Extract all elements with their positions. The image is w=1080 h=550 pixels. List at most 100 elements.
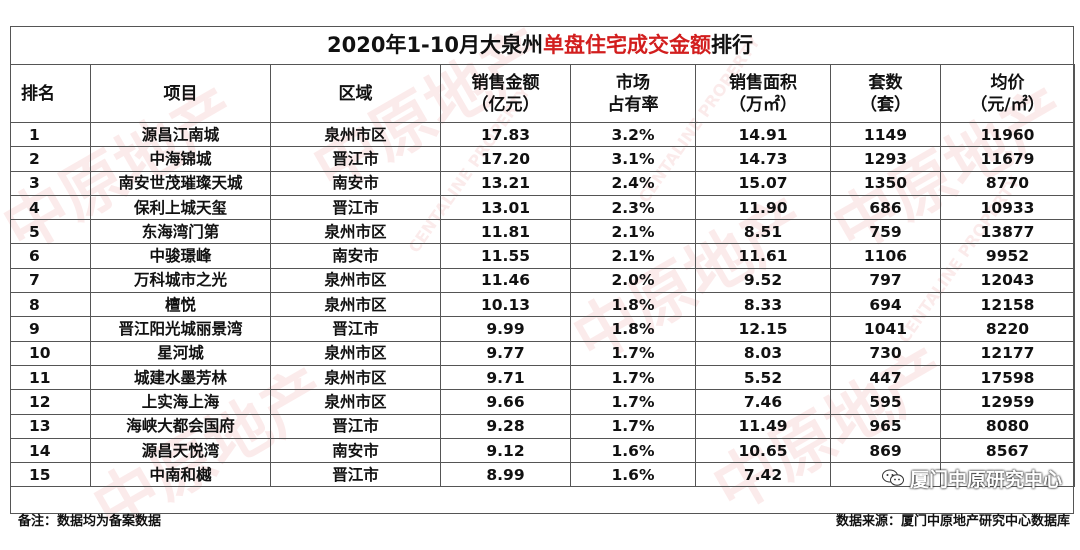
cell-sales-area: 7.42 — [695, 462, 831, 488]
wechat-account-label: 厦门中原研究中心 — [881, 466, 1062, 491]
cell-sales-amount: 17.20 — [440, 146, 571, 172]
title-prefix: 2020年1-10月大泉州 — [327, 33, 543, 57]
cell-units: 797 — [830, 267, 941, 294]
cell-market-share: 1.6% — [570, 437, 696, 464]
cell-project: 保利上城天玺 — [90, 194, 271, 221]
cell-sales-amount: 9.12 — [440, 437, 571, 464]
footer-source: 数据来源：厦门中原地产研究中心数据库 — [835, 514, 1070, 529]
header-market-share: 市场 占有率 — [570, 64, 696, 123]
title-highlight: 单盘住宅成交金额 — [543, 33, 711, 57]
cell-project: 源昌天悦湾 — [90, 437, 271, 464]
cell-units: 965 — [830, 413, 941, 439]
cell-project: 万科城市之光 — [90, 267, 271, 294]
cell-units: 447 — [830, 364, 941, 391]
cell-rank: 10 — [10, 340, 91, 366]
cell-units: 1106 — [830, 243, 941, 269]
header-units: 套数 （套） — [830, 64, 941, 123]
cell-units: 1041 — [830, 316, 941, 342]
cell-sales-area: 8.51 — [695, 219, 831, 245]
cell-sales-amount: 10.13 — [440, 292, 571, 318]
cell-sales-amount: 8.99 — [440, 462, 571, 488]
cell-sales-amount: 13.21 — [440, 170, 571, 196]
cell-sales-area: 11.49 — [695, 413, 831, 439]
cell-region: 晋江市 — [270, 316, 441, 342]
cell-sales-area: 5.52 — [695, 364, 831, 391]
cell-sales-area: 7.46 — [695, 389, 831, 415]
cell-project: 南安世茂璀璨天城 — [90, 170, 271, 196]
cell-rank: 8 — [10, 292, 91, 318]
cell-units: 1293 — [830, 146, 941, 172]
cell-avg-price: 11960 — [940, 121, 1075, 148]
cell-sales-amount: 9.28 — [440, 413, 571, 439]
cell-market-share: 2.1% — [570, 219, 696, 245]
cell-sales-amount: 9.66 — [440, 389, 571, 415]
cell-avg-price: 8220 — [940, 316, 1075, 342]
cell-avg-price: 17598 — [940, 364, 1075, 391]
cell-rank: 5 — [10, 219, 91, 245]
cell-region: 泉州市区 — [270, 340, 441, 366]
table-row: 11 城建水墨芳林 泉州市区 9.71 1.7% 5.52 447 17598 — [10, 364, 1075, 391]
cell-market-share: 1.7% — [570, 413, 696, 439]
cell-market-share: 1.7% — [570, 340, 696, 366]
cell-project: 中骏璟峰 — [90, 243, 271, 269]
cell-market-share: 1.7% — [570, 389, 696, 415]
cell-sales-area: 9.52 — [695, 267, 831, 294]
cell-region: 南安市 — [270, 243, 441, 269]
header-avg-price: 均价 （元/㎡） — [940, 64, 1075, 123]
table-row: 13 海峡大都会国府 晋江市 9.28 1.7% 11.49 965 8080 — [10, 413, 1075, 439]
cell-sales-area: 11.61 — [695, 243, 831, 269]
cell-region: 晋江市 — [270, 413, 441, 439]
table-row: 12 上实海上海 泉州市区 9.66 1.7% 7.46 595 12959 — [10, 389, 1075, 415]
cell-sales-amount: 9.99 — [440, 316, 571, 342]
table-row: 15 中南和樾 晋江市 8.99 1.6% 7.42 — [10, 462, 1075, 488]
cell-market-share: 3.1% — [570, 146, 696, 172]
page-title: 2020年1-10月大泉州单盘住宅成交金额排行 — [0, 28, 1080, 62]
cell-avg-price: 8567 — [940, 437, 1075, 464]
footer-note: 备注：数据均为备案数据 — [18, 514, 162, 529]
cell-units: 869 — [830, 437, 941, 464]
cell-rank: 9 — [10, 316, 91, 342]
cell-project: 晋江阳光城丽景湾 — [90, 316, 271, 342]
cell-region: 泉州市区 — [270, 219, 441, 245]
cell-project: 上实海上海 — [90, 389, 271, 415]
cell-rank: 15 — [10, 462, 91, 488]
cell-sales-area: 8.33 — [695, 292, 831, 318]
cell-sales-amount: 9.77 — [440, 340, 571, 366]
cell-project: 中海锦城 — [90, 146, 271, 172]
cell-region: 晋江市 — [270, 462, 441, 488]
table-row: 2 中海锦城 晋江市 17.20 3.1% 14.73 1293 11679 — [10, 146, 1075, 172]
cell-region: 泉州市区 — [270, 364, 441, 391]
cell-avg-price: 9952 — [940, 243, 1075, 269]
cell-rank: 2 — [10, 146, 91, 172]
cell-avg-price: 12158 — [940, 292, 1075, 318]
wechat-label-text: 厦门中原研究中心 — [909, 468, 1062, 491]
header-sales-amount: 销售金额 （亿元） — [440, 64, 571, 123]
ranking-table: 排名 项目 区域 销售金额 （亿元） 市场 占有率 销售面积 （万㎡） 套数 （… — [10, 64, 1075, 488]
cell-rank: 7 — [10, 267, 91, 294]
cell-region: 南安市 — [270, 437, 441, 464]
cell-project: 城建水墨芳林 — [90, 364, 271, 391]
cell-sales-amount: 13.01 — [440, 194, 571, 221]
cell-sales-amount: 11.46 — [440, 267, 571, 294]
cell-units: 595 — [830, 389, 941, 415]
cell-region: 泉州市区 — [270, 292, 441, 318]
cell-avg-price: 12043 — [940, 267, 1075, 294]
cell-project: 中南和樾 — [90, 462, 271, 488]
cell-avg-price — [940, 462, 1075, 488]
cell-units: 759 — [830, 219, 941, 245]
table-row: 9 晋江阳光城丽景湾 晋江市 9.99 1.8% 12.15 1041 8220 — [10, 316, 1075, 342]
cell-sales-area: 12.15 — [695, 316, 831, 342]
cell-sales-area: 15.07 — [695, 170, 831, 196]
table-row: 3 南安世茂璀璨天城 南安市 13.21 2.4% 15.07 1350 8770 — [10, 170, 1075, 196]
cell-market-share: 1.8% — [570, 292, 696, 318]
cell-market-share: 1.6% — [570, 462, 696, 488]
cell-market-share: 1.7% — [570, 364, 696, 391]
cell-avg-price: 8080 — [940, 413, 1075, 439]
cell-market-share: 2.4% — [570, 170, 696, 196]
cell-sales-amount: 11.81 — [440, 219, 571, 245]
cell-sales-area: 14.91 — [695, 121, 831, 148]
cell-units: 1350 — [830, 170, 941, 196]
cell-region: 泉州市区 — [270, 121, 441, 148]
cell-rank: 11 — [10, 364, 91, 391]
cell-avg-price: 10933 — [940, 194, 1075, 221]
